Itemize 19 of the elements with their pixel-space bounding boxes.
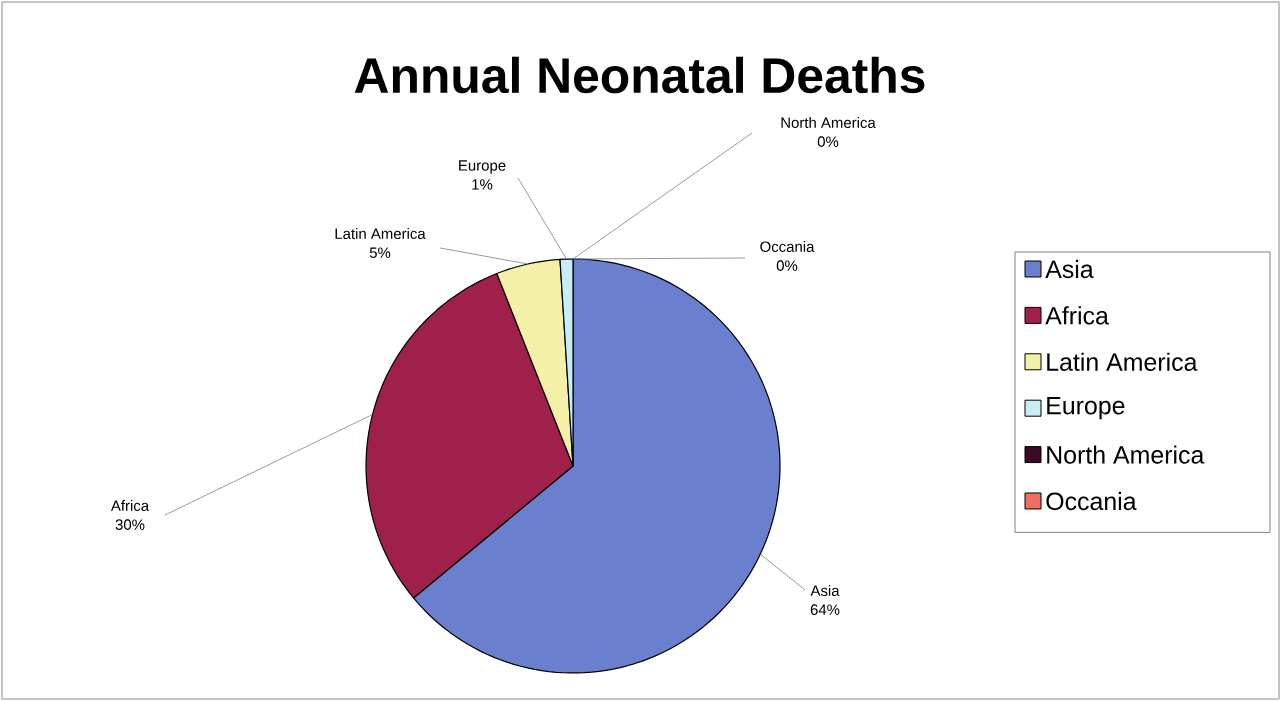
data-label: 1% <box>472 179 493 190</box>
legend-label: Africa <box>1045 306 1109 325</box>
legend-label: Latin America <box>1047 352 1198 371</box>
chart-title: Annual Neonatal Deaths <box>354 56 925 94</box>
slice-label: Europe <box>459 160 506 174</box>
slice-label: Latin America <box>335 228 426 239</box>
category-label: Occania <box>760 241 815 252</box>
legend-label: Occania <box>1046 491 1137 511</box>
legend-label: Asia <box>1045 259 1094 279</box>
legend-label: North America <box>1047 445 1205 464</box>
category-label: North America <box>781 117 876 129</box>
data-label: 5% <box>369 247 391 258</box>
data-label: 30% <box>115 519 145 530</box>
text: 0% <box>817 136 839 147</box>
text: 0% <box>776 260 798 271</box>
slice-label: Asia <box>810 585 840 596</box>
slice-label: Africa <box>110 500 150 511</box>
data-label: 64% <box>810 604 840 615</box>
legend-label: Europe <box>1047 397 1125 420</box>
